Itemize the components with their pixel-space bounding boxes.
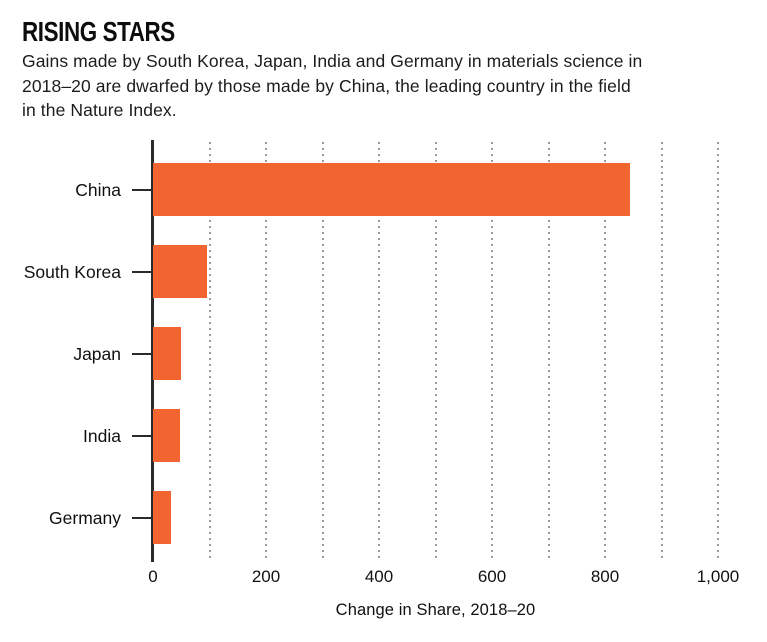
x-tick-label-1000: 1,000 <box>696 567 740 586</box>
gridline-200 <box>265 142 267 562</box>
gridline-300 <box>321 142 324 562</box>
category-label-china: China <box>75 179 121 200</box>
y-tick-india <box>132 434 153 437</box>
gridline-100 <box>208 142 211 562</box>
gridline-1000 <box>717 142 719 562</box>
bar-china <box>153 163 631 216</box>
category-label-germany: Germany <box>49 507 121 528</box>
chart-subtitle-line: 2018–20 are dwarfed by those made by Chi… <box>22 75 631 96</box>
gridline-900 <box>660 142 663 562</box>
category-label-south-korea: South Korea <box>23 261 121 282</box>
chart-subtitle-line: Gains made by South Korea, Japan, India … <box>22 51 643 71</box>
y-tick-japan <box>132 352 153 355</box>
gridline-800 <box>604 142 606 562</box>
x-tick-label-600: 600 <box>477 567 507 586</box>
y-axis-line <box>151 140 154 562</box>
bar-india <box>153 409 181 462</box>
category-label-india: India <box>83 425 121 446</box>
gridline-400 <box>378 142 380 562</box>
x-tick-label-200: 200 <box>251 567 281 586</box>
bar-south-korea <box>153 245 207 298</box>
x-tick-label-400: 400 <box>364 567 394 586</box>
gridline-700 <box>547 142 550 562</box>
gridline-500 <box>434 142 437 562</box>
category-label-japan: Japan <box>73 343 121 364</box>
bar-germany <box>153 491 171 544</box>
chart-title: RISING STARS <box>22 16 175 47</box>
y-tick-south-korea <box>132 270 153 273</box>
x-axis-title: Change in Share, 2018–20 <box>335 601 536 619</box>
chart-subtitle: Gains made by South Korea, Japan, India … <box>22 49 642 123</box>
chart-subtitle-line: in the Nature Index. <box>22 100 177 120</box>
y-tick-china <box>132 188 153 191</box>
y-tick-germany <box>132 516 153 519</box>
x-tick-label-0: 0 <box>148 567 158 586</box>
bar-japan <box>153 327 181 380</box>
gridline-600 <box>491 142 493 562</box>
plot-area: Change in Share, 2018–20 China South Kore… <box>24 140 739 619</box>
x-tick-label-800: 800 <box>590 567 620 586</box>
